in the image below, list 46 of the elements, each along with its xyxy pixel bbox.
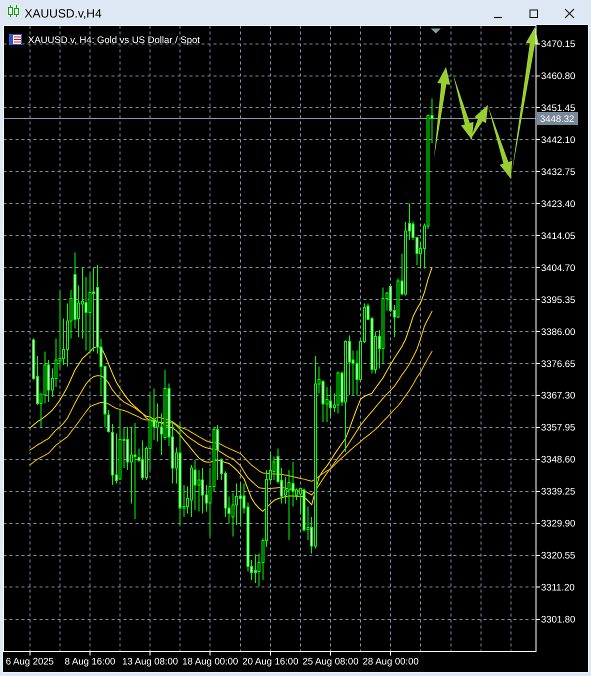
candlestick xyxy=(201,468,204,514)
y-tick-label: 3386.00 xyxy=(541,326,576,338)
y-tick-label: 3423.40 xyxy=(541,198,576,210)
candlestick xyxy=(336,370,340,414)
y-tick-label: 3329.90 xyxy=(541,518,576,530)
y-tick-label: 3470.15 xyxy=(541,39,576,50)
y-tick-label: 3311.20 xyxy=(541,582,575,594)
x-tick-label: 25 Aug 08:00 xyxy=(302,656,359,668)
candlestick xyxy=(110,424,114,486)
x-tick-label: 20 Aug 16:00 xyxy=(242,656,298,668)
candlestick xyxy=(382,286,385,364)
candlestick xyxy=(314,356,317,550)
candlestick xyxy=(238,482,242,528)
y-tick-label: 3367.30 xyxy=(541,390,576,402)
candlestick xyxy=(254,554,257,584)
y-tick-label: 3301.80 xyxy=(541,614,576,626)
x-tick-label: 8 Aug 16:00 xyxy=(64,656,116,668)
y-tick-label: 3339.25 xyxy=(541,486,576,498)
candlestick xyxy=(178,422,182,526)
x-tick-label: 6 Aug 2025 xyxy=(6,656,54,668)
line-series xyxy=(29,310,432,496)
y-tick-label: 3460.80 xyxy=(541,71,576,82)
x-tick-label: 18 Aug 00:00 xyxy=(182,656,238,668)
y-tick-label: 3395.35 xyxy=(541,294,576,306)
y-tick-label: 3357.95 xyxy=(541,422,576,434)
candlestick xyxy=(141,440,144,480)
chart-title: XAUUSD.v,H4 xyxy=(24,6,102,20)
y-tick-label: 3320.55 xyxy=(541,550,576,562)
y-tick-label: 3376.65 xyxy=(541,358,576,370)
y-tick-label: 3404.70 xyxy=(541,262,576,274)
y-tick-label: 3432.75 xyxy=(541,166,576,178)
line-series xyxy=(29,350,432,482)
candlestick xyxy=(92,267,96,352)
candlestick xyxy=(344,340,348,452)
text: XAUUSD.v, H4: Gold vs US Dollar / Spot xyxy=(28,35,200,46)
y-tick-label: 3414.05 xyxy=(541,230,576,242)
candlestick xyxy=(134,422,137,520)
y-tick-label: 3348.60 xyxy=(541,454,576,466)
x-tick-label: 28 Aug 00:00 xyxy=(362,656,419,668)
candlestick xyxy=(190,464,193,518)
x-tick-label: 13 Aug 08:00 xyxy=(122,656,178,668)
ref-line-label: 3448.32 xyxy=(540,114,574,125)
y-tick-label: 3451.45 xyxy=(541,103,576,114)
line-series xyxy=(29,267,432,512)
candlestick xyxy=(118,410,122,480)
y-tick-label: 3442.10 xyxy=(541,135,576,146)
